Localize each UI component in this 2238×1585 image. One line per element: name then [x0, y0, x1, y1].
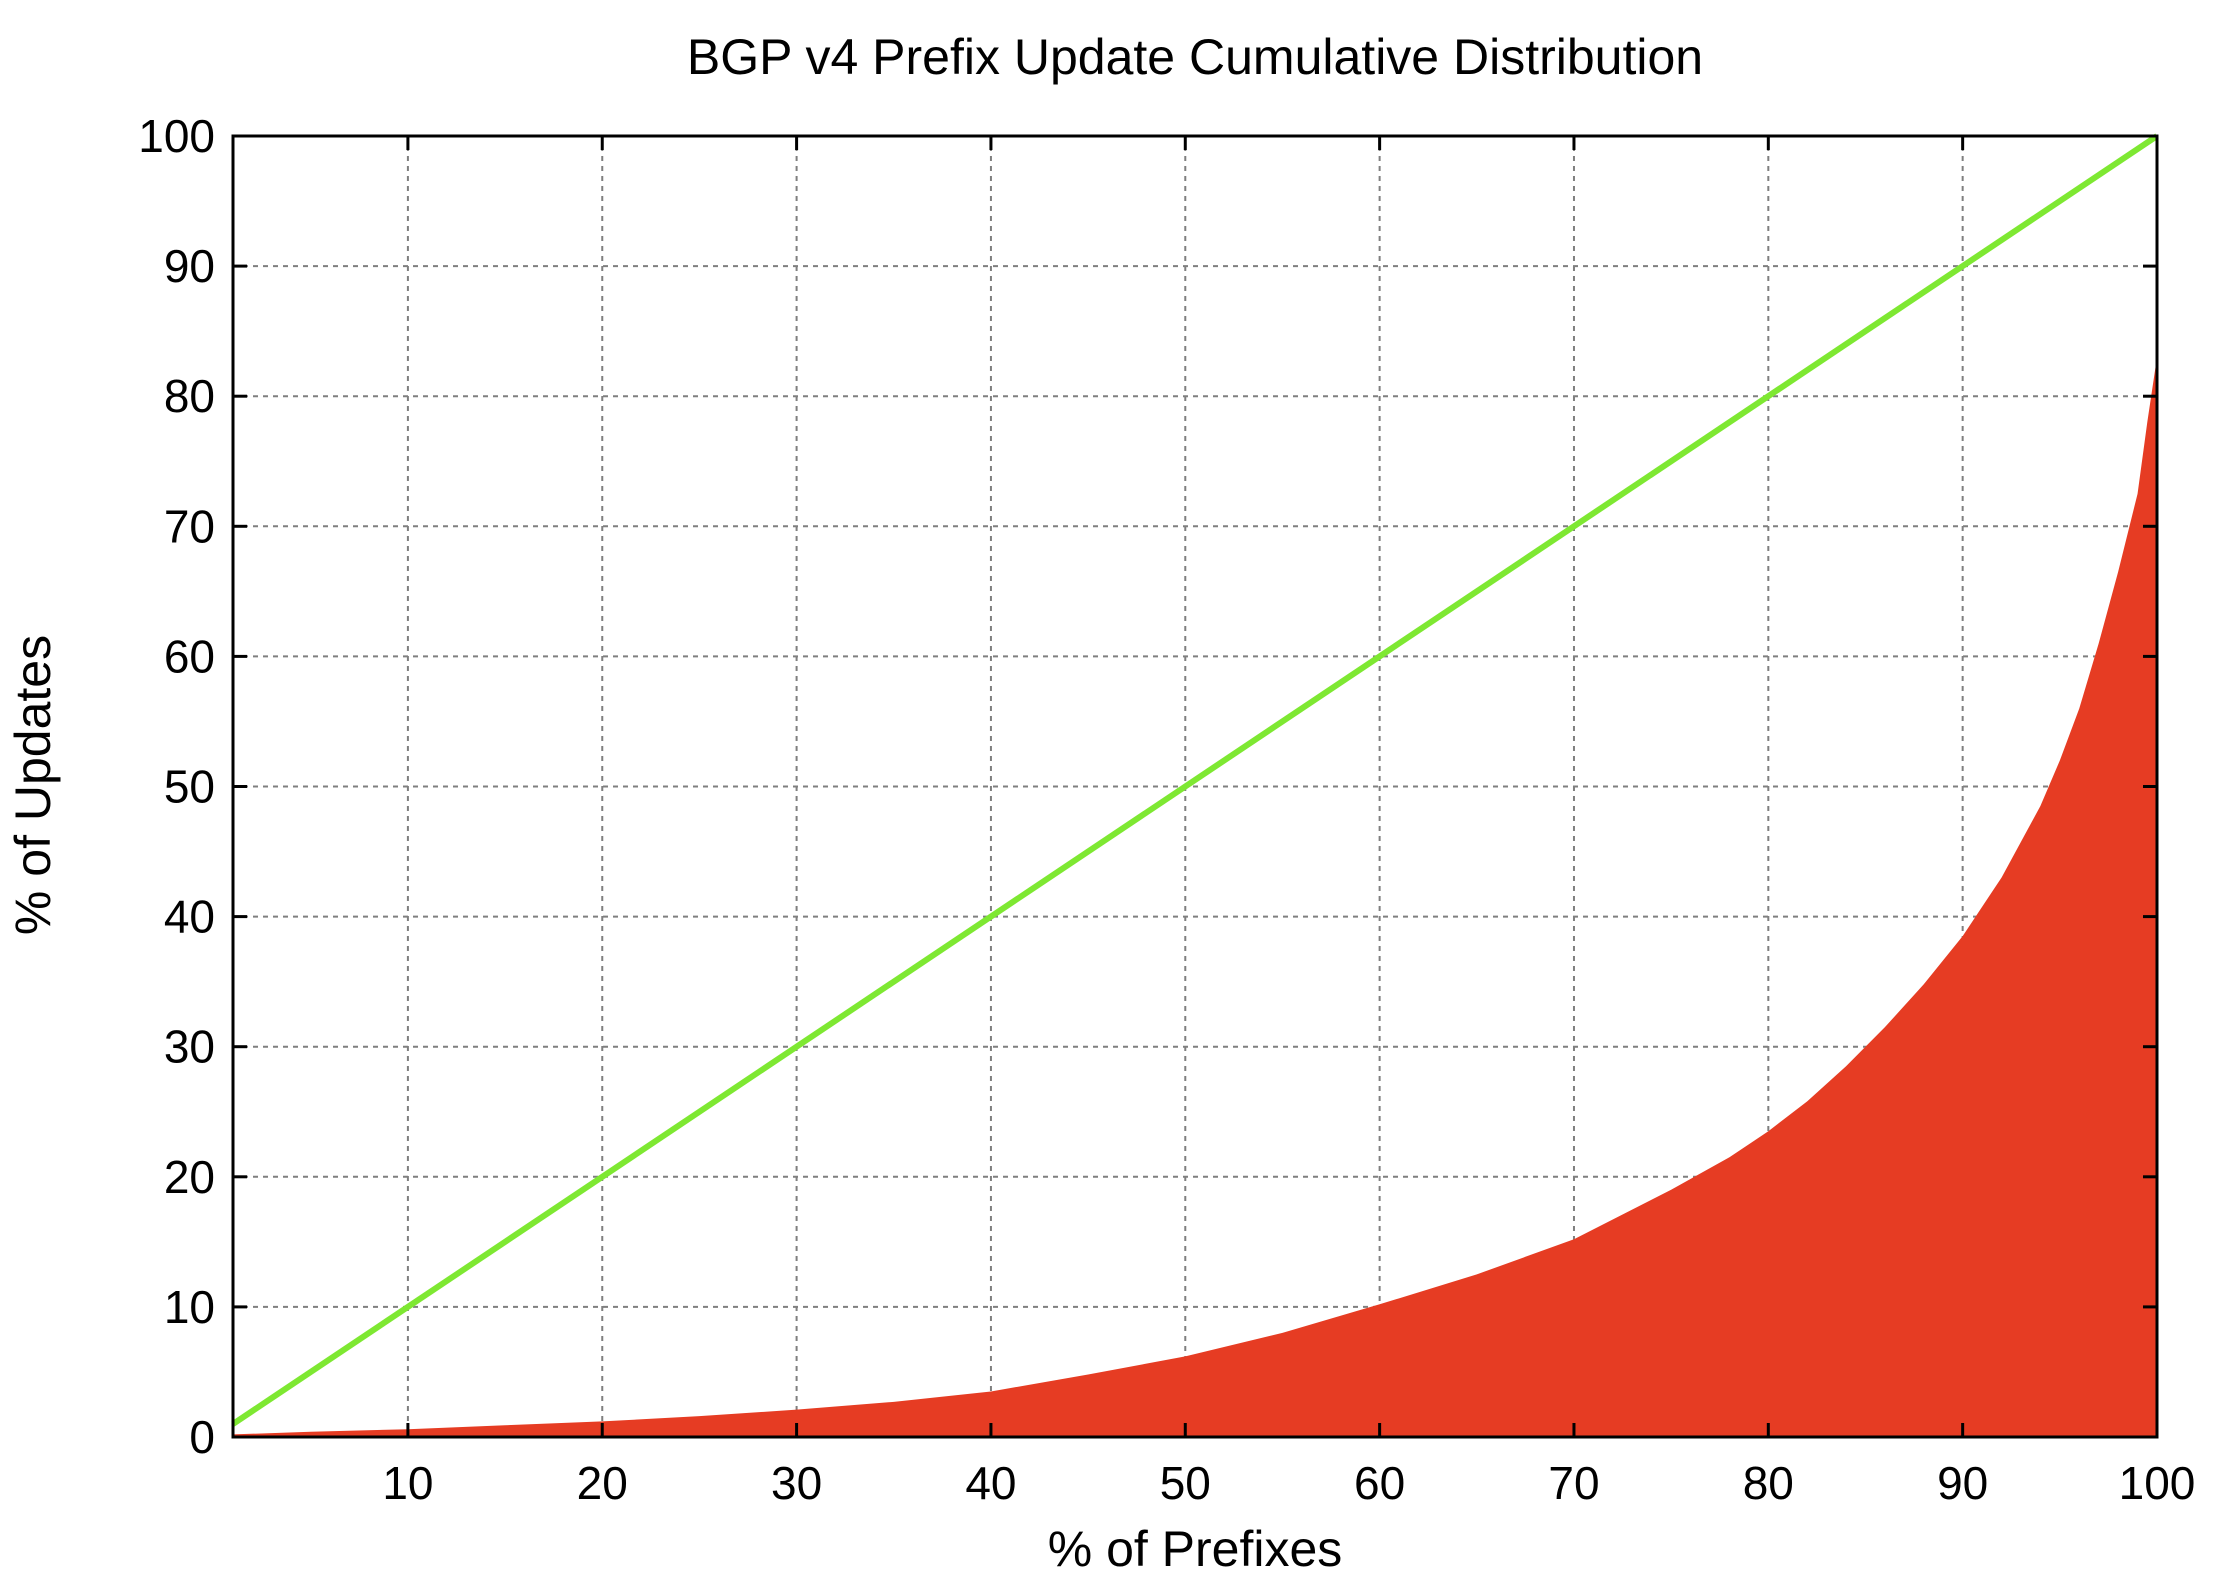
- grid: [233, 136, 2157, 1437]
- y-tick-label-70: 70: [164, 500, 215, 552]
- area-series-layer: [233, 357, 2157, 1437]
- y-tick-label-90: 90: [164, 240, 215, 292]
- y-tick-label-30: 30: [164, 1021, 215, 1073]
- tick-labels: 10 20 30 40 50 60 70 80 90 100 0 10 20 30 40 50 60 70 80 90…: [138, 110, 2195, 1509]
- x-tick-label-40: 40: [965, 1457, 1016, 1509]
- x-tick-label-90: 90: [1937, 1457, 1988, 1509]
- area-series-0: [233, 357, 2157, 1437]
- x-tick-label-80: 80: [1743, 1457, 1794, 1509]
- chart-title: BGP v4 Prefix Update Cumulative Distribu…: [687, 29, 1703, 85]
- y-tick-label-40: 40: [164, 891, 215, 943]
- x-axis-label: % of Prefixes: [1048, 1521, 1343, 1577]
- y-axis-label: % of Updates: [5, 635, 61, 935]
- line-series-1: [231, 133, 2159, 1427]
- y-tick-label-50: 50: [164, 761, 215, 813]
- y-tick-label-60: 60: [164, 630, 215, 682]
- x-tick-label-20: 20: [577, 1457, 628, 1509]
- y-tick-label-0: 0: [189, 1411, 215, 1463]
- y-tick-label-80: 80: [164, 370, 215, 422]
- y-tick-label-10: 10: [164, 1281, 215, 1333]
- x-tick-label-10: 10: [382, 1457, 433, 1509]
- y-tick-label-20: 20: [164, 1151, 215, 1203]
- x-tick-label-60: 60: [1354, 1457, 1405, 1509]
- x-tick-label-30: 30: [771, 1457, 822, 1509]
- tick-marks: [233, 134, 2159, 1439]
- x-tick-label-100: 100: [2119, 1457, 2196, 1509]
- line-series-layer: [231, 133, 2159, 1427]
- y-tick-label-100: 100: [138, 110, 215, 162]
- x-tick-label-50: 50: [1160, 1457, 1211, 1509]
- x-tick-label-70: 70: [1548, 1457, 1599, 1509]
